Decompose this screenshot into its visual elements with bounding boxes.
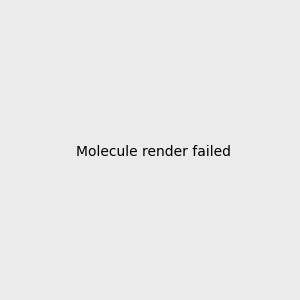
Text: Molecule render failed: Molecule render failed: [76, 145, 231, 158]
